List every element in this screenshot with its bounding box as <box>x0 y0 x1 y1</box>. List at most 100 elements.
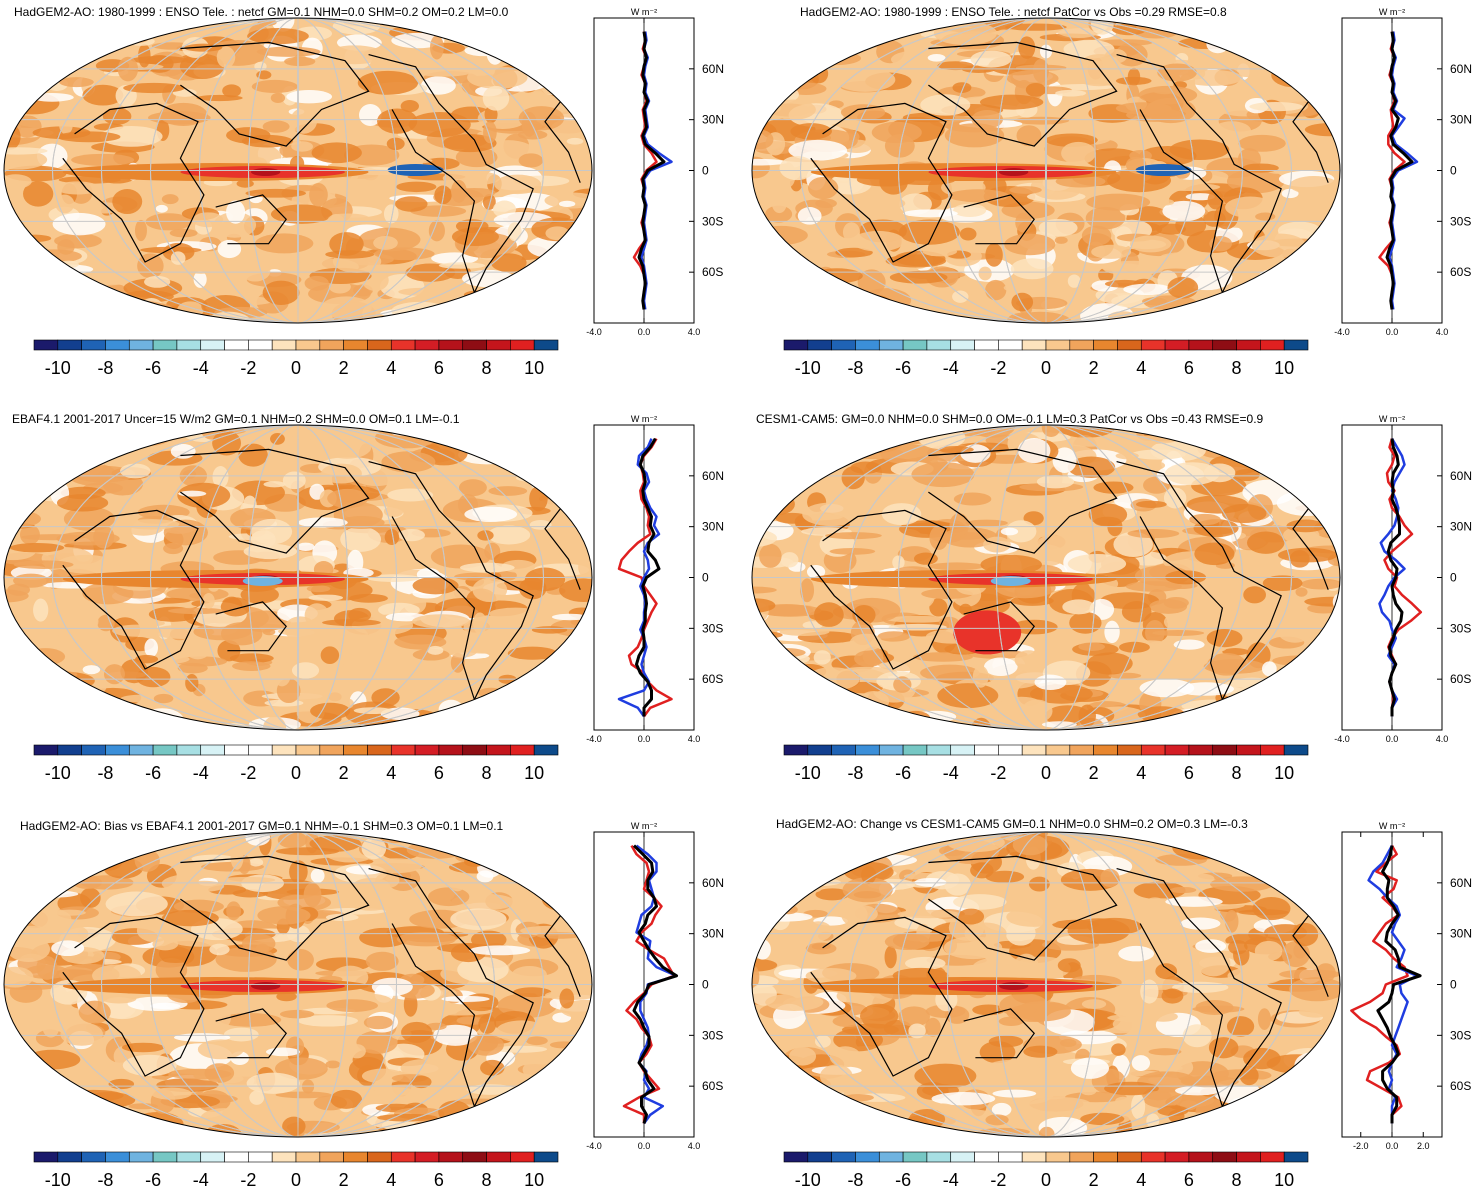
colorbar-cell <box>1212 744 1237 756</box>
map-blob <box>151 1073 209 1081</box>
map-field <box>4 832 592 1137</box>
map-blob <box>1127 529 1155 552</box>
map-blob <box>1214 698 1249 714</box>
map-blob <box>1129 235 1172 253</box>
map-blob <box>959 581 1013 608</box>
map-blob <box>103 857 144 879</box>
map-blob <box>758 521 794 541</box>
map-blob <box>189 592 214 599</box>
map-blob <box>481 196 528 212</box>
map-blob <box>284 616 317 642</box>
map-blob <box>388 569 437 577</box>
map-blob <box>521 838 586 850</box>
map-blob <box>1017 221 1037 241</box>
map-blob <box>1186 495 1249 514</box>
graticule-meridian <box>996 18 1096 323</box>
colorbar-label: -2 <box>990 1170 1006 1187</box>
map-blob <box>1270 1010 1321 1028</box>
map-blob <box>1164 450 1183 475</box>
map-blob <box>1248 1087 1271 1113</box>
map-blob <box>44 298 73 307</box>
map-blob <box>91 987 117 996</box>
map-blob <box>842 222 861 243</box>
map-blob <box>1274 228 1316 252</box>
map-blob <box>470 930 507 949</box>
x-tick-label: 2.0 <box>1417 1141 1430 1151</box>
map-blob <box>17 953 46 974</box>
map-blob <box>569 703 590 713</box>
map-blob <box>1138 159 1172 185</box>
map-blob <box>226 200 246 224</box>
map-blob <box>752 975 779 988</box>
colorbar-label: -10 <box>795 1170 821 1187</box>
map-blob <box>290 480 305 493</box>
map-blob <box>466 1084 516 1095</box>
map-blob <box>1209 708 1223 721</box>
map-blob <box>1213 95 1277 117</box>
x-tick-label: 0.0 <box>638 327 651 337</box>
lat-tick-label: 0 <box>702 978 709 992</box>
map-blob <box>420 986 457 1002</box>
map-blob <box>517 130 548 140</box>
map-blob <box>1137 1071 1197 1093</box>
map-blob <box>193 1070 230 1081</box>
map-blob <box>1313 58 1340 73</box>
map-blob <box>412 1121 440 1130</box>
map-blob <box>50 979 88 1005</box>
map-blob <box>397 1030 443 1056</box>
map-blob <box>80 875 134 890</box>
map-blob <box>767 832 827 843</box>
map-blob <box>548 983 578 1002</box>
map-blob <box>765 629 828 642</box>
map-blob <box>101 292 133 307</box>
map-blob <box>289 158 329 173</box>
graticule-meridian <box>898 832 1194 1137</box>
map-blob <box>203 616 244 624</box>
map-blob <box>420 984 441 1001</box>
map-blob <box>61 23 76 33</box>
x-tick-label: -4.0 <box>1334 734 1350 744</box>
map-blob <box>68 717 131 730</box>
map-blob <box>1184 25 1237 40</box>
map-blob <box>759 543 782 568</box>
map-blob <box>146 864 177 888</box>
map-blob <box>574 707 592 725</box>
graticule-meridian <box>996 832 1096 1137</box>
lat-tick-label: 30N <box>702 927 724 941</box>
map-blob <box>510 919 523 941</box>
map-blob <box>101 207 114 216</box>
map-blob <box>1252 97 1309 115</box>
map-blob <box>396 931 457 947</box>
colorbar-label: 4 <box>386 358 396 378</box>
map-blob <box>338 698 354 709</box>
map-blob <box>997 1082 1055 1105</box>
map-blob <box>851 484 869 502</box>
map-blob <box>1118 945 1155 962</box>
colorbar-cell <box>128 744 154 756</box>
map-blob <box>1268 636 1305 649</box>
map-blob <box>901 673 919 693</box>
map-blob <box>276 678 301 704</box>
map-blob <box>528 1093 561 1111</box>
map-blob <box>1173 81 1188 89</box>
map-blob <box>20 680 67 688</box>
map-blob <box>1304 258 1340 280</box>
map-blob <box>106 671 147 679</box>
map-blob <box>66 1034 81 1046</box>
map-blob <box>294 123 336 136</box>
map-blob <box>1304 123 1340 137</box>
map-blob <box>971 109 1004 129</box>
map-blob <box>475 86 503 97</box>
map-blob <box>798 1066 844 1080</box>
colorbar-cell <box>33 339 59 351</box>
map-blob <box>4 656 49 672</box>
map-blob <box>857 110 892 124</box>
colorbar-cell <box>974 1151 999 1163</box>
map-blob <box>1134 565 1190 586</box>
map-blob <box>473 1034 499 1052</box>
map-blob <box>367 863 425 871</box>
map-blob <box>1142 297 1168 306</box>
map-blob <box>1298 1006 1333 1018</box>
map-blob <box>347 549 364 575</box>
